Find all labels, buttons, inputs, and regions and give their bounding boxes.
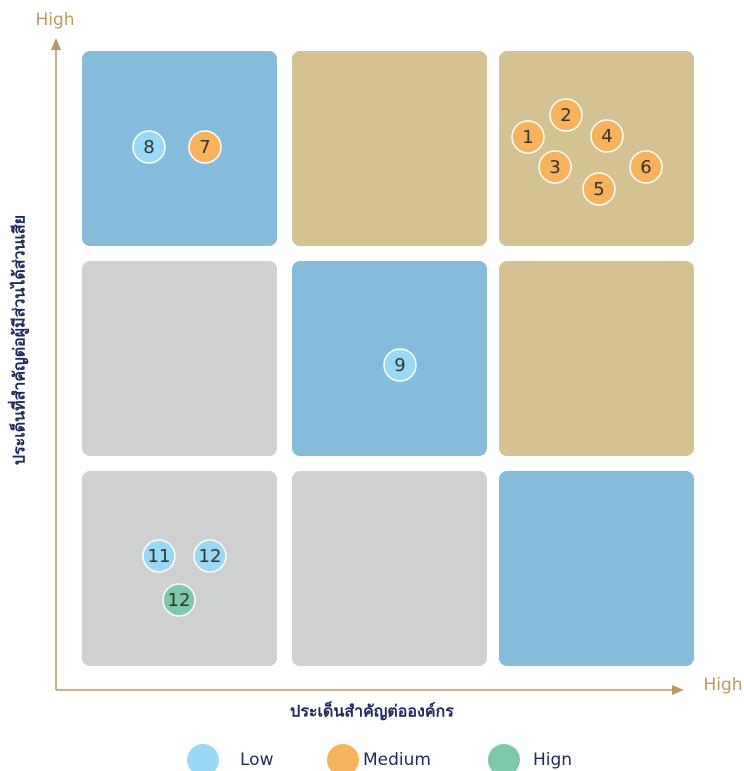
point [582,172,616,206]
point-label: 3 [549,157,560,178]
legend-swatch [187,744,219,771]
point [142,539,176,573]
cell [82,51,277,246]
point-label: 6 [640,157,651,178]
y-high: High [35,10,74,30]
point [629,150,663,184]
point [511,120,545,154]
y-arrow [51,38,61,50]
point-label: 4 [601,126,612,147]
point-label: 7 [199,137,210,158]
point [549,98,583,132]
point [538,150,572,184]
x-arrow [672,685,684,695]
cells [82,51,694,666]
legend-swatch [327,744,359,771]
point [383,348,417,382]
point [193,539,227,573]
point-label: 5 [593,179,604,200]
point [188,130,222,164]
x-label: ประเด็นสำคัญต่อองค์กร [290,700,454,722]
cell [82,261,277,456]
point-label: 11 [148,546,171,567]
x-high: High [703,675,742,695]
y-label: ประเด็นที่สำคัญต่อผู้มีส่วนได้ส่วนเสีย [8,215,31,465]
point-label: 8 [143,137,154,158]
legend-label: Hign [533,750,572,770]
cell [292,51,487,246]
point-label: 1 [522,127,533,148]
point-label: 2 [560,105,571,126]
legend-label: Medium [363,750,431,770]
legend-swatch [488,744,520,771]
point [590,119,624,153]
point [132,130,166,164]
point-label: 12 [199,546,222,567]
point [162,583,196,617]
cell [292,471,487,666]
cell [499,471,694,666]
point-label: 9 [394,355,405,376]
cell [82,471,277,666]
cell [499,261,694,456]
legend-label: Low [240,750,274,770]
point-label: 12 [168,590,191,611]
